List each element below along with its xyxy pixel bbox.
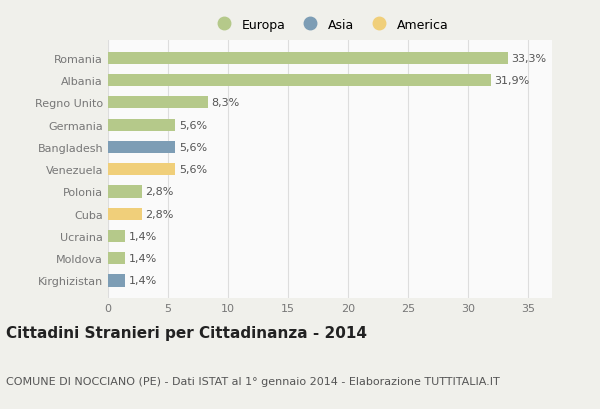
Text: 5,6%: 5,6%	[179, 120, 207, 130]
Text: 5,6%: 5,6%	[179, 143, 207, 153]
Text: COMUNE DI NOCCIANO (PE) - Dati ISTAT al 1° gennaio 2014 - Elaborazione TUTTITALI: COMUNE DI NOCCIANO (PE) - Dati ISTAT al …	[6, 376, 500, 387]
Bar	[108, 186, 142, 198]
Bar	[108, 119, 175, 131]
Text: 5,6%: 5,6%	[179, 165, 207, 175]
Bar	[108, 97, 208, 109]
Text: 1,4%: 1,4%	[128, 254, 157, 263]
Bar	[108, 53, 508, 65]
Bar	[108, 208, 142, 220]
Text: 1,4%: 1,4%	[128, 231, 157, 241]
Bar	[108, 75, 491, 87]
Text: 8,3%: 8,3%	[211, 98, 239, 108]
Bar	[108, 252, 125, 265]
Text: 2,8%: 2,8%	[145, 187, 173, 197]
Legend: Europa, Asia, America: Europa, Asia, America	[206, 13, 454, 36]
Text: 2,8%: 2,8%	[145, 209, 173, 219]
Text: 31,9%: 31,9%	[494, 76, 530, 86]
Bar	[108, 230, 125, 243]
Text: 33,3%: 33,3%	[511, 54, 547, 64]
Bar	[108, 142, 175, 154]
Text: 1,4%: 1,4%	[128, 276, 157, 286]
Bar	[108, 164, 175, 176]
Bar	[108, 275, 125, 287]
Text: Cittadini Stranieri per Cittadinanza - 2014: Cittadini Stranieri per Cittadinanza - 2…	[6, 326, 367, 340]
